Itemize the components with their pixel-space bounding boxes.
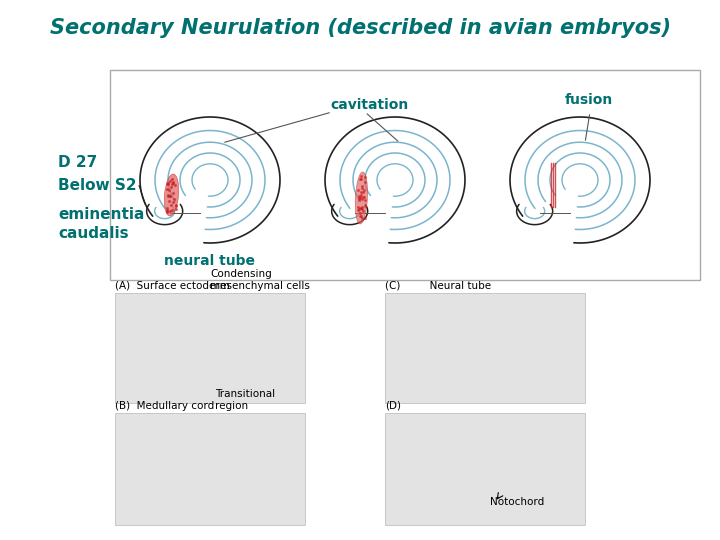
Bar — [115, 293, 305, 403]
Bar — [115, 413, 305, 525]
Bar — [385, 413, 585, 525]
Bar — [110, 70, 700, 280]
Text: (D): (D) — [385, 401, 401, 411]
Ellipse shape — [355, 172, 367, 224]
Text: D 27: D 27 — [58, 155, 97, 170]
Text: Secondary Neurulation (described in avian embryos): Secondary Neurulation (described in avia… — [50, 18, 670, 38]
Bar — [385, 293, 585, 403]
Text: Transitional
region: Transitional region — [215, 389, 275, 411]
Text: cavitation: cavitation — [330, 98, 408, 112]
Text: (A)  Surface ectoderm: (A) Surface ectoderm — [115, 281, 230, 291]
Text: (B)  Medullary cord: (B) Medullary cord — [115, 401, 215, 411]
Ellipse shape — [164, 174, 179, 216]
Text: fusion: fusion — [565, 93, 613, 107]
Text: Condensing
mesenchymal cells: Condensing mesenchymal cells — [210, 269, 310, 291]
Text: (C)         Neural tube: (C) Neural tube — [385, 281, 491, 291]
Text: Notochord: Notochord — [490, 497, 544, 507]
Text: Below S2: Below S2 — [58, 178, 137, 193]
Text: eminentia
caudalis: eminentia caudalis — [58, 207, 145, 241]
Text: neural tube: neural tube — [164, 254, 256, 268]
